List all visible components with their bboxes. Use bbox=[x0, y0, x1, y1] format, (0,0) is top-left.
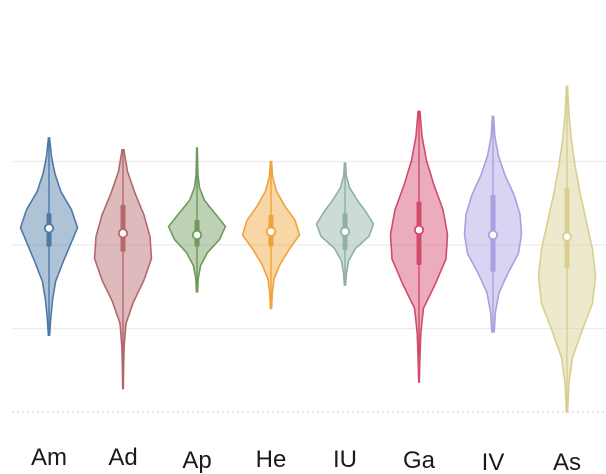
violin-layer bbox=[19, 85, 597, 413]
violin-IV bbox=[463, 115, 523, 333]
category-label-Ad: Ad bbox=[108, 444, 137, 471]
category-label-Ga: Ga bbox=[403, 447, 436, 474]
median-dot-IV bbox=[487, 229, 499, 241]
median-dot-He bbox=[265, 226, 277, 237]
median-dot-IU bbox=[339, 226, 351, 237]
violin-He bbox=[241, 160, 301, 310]
violin-Ga bbox=[389, 110, 449, 383]
category-label-Ap: Ap bbox=[182, 447, 211, 474]
median-dot-Ap bbox=[191, 229, 203, 241]
violin-IU bbox=[315, 162, 375, 286]
category-label-IU: IU bbox=[333, 446, 357, 473]
median-dot-Ad bbox=[117, 228, 129, 239]
category-label-Am: Am bbox=[31, 444, 67, 471]
median-dot-Ga bbox=[413, 224, 425, 236]
violin-Am bbox=[19, 137, 79, 336]
violin-As bbox=[537, 85, 597, 413]
median-dot-As bbox=[561, 231, 573, 242]
violin-Ap bbox=[167, 147, 227, 293]
category-label-He: He bbox=[256, 446, 287, 473]
median-dot-Am bbox=[43, 223, 55, 234]
category-label-IV: IV bbox=[482, 449, 505, 474]
iqr-box-As bbox=[564, 188, 570, 269]
grid-layer bbox=[12, 160, 606, 413]
category-labels: Am Ad Ap He IU Ga IV As bbox=[31, 444, 581, 474]
category-label-As: As bbox=[553, 449, 581, 474]
violin-Ad bbox=[93, 149, 153, 390]
